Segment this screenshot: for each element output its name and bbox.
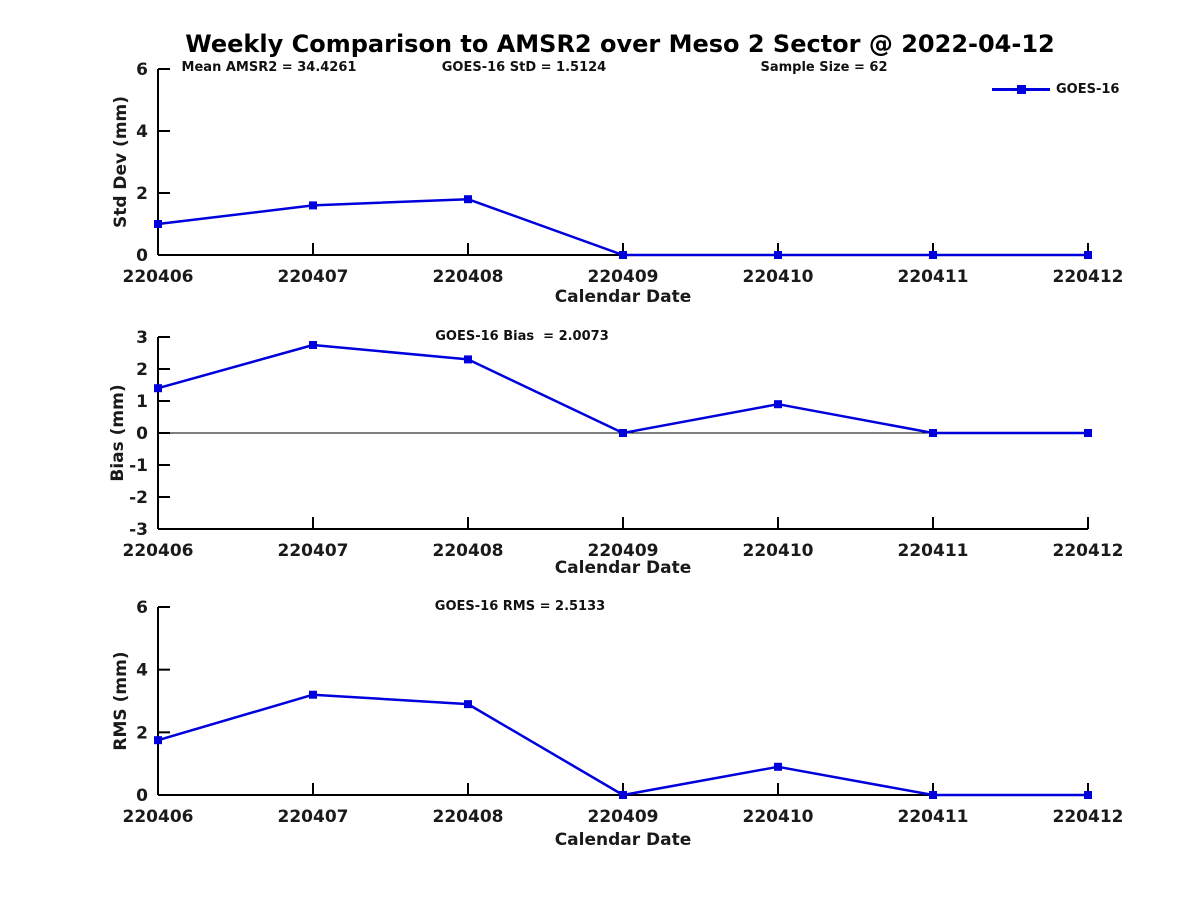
stddev-chart-plot: 0 2 4 6 220406 220407 220408 220409 220410 220411…	[123, 60, 1124, 287]
y-tick-label: 2	[136, 360, 148, 380]
data-marker	[1084, 791, 1092, 799]
data-marker	[929, 251, 937, 259]
x-tick-label: 220407	[278, 807, 349, 827]
y-tick-label: 2	[136, 723, 148, 743]
x-tick-label: 220408	[433, 267, 504, 287]
sample-size-annotation: Sample Size = 62	[760, 60, 888, 75]
data-marker	[929, 429, 937, 437]
stddev-y-axis-label: Std Dev (mm)	[111, 95, 131, 229]
data-marker	[774, 762, 782, 771]
x-tick-label: 220409	[588, 267, 659, 287]
data-marker	[464, 195, 472, 204]
data-marker	[774, 400, 782, 409]
data-marker	[619, 429, 627, 437]
legend-square-marker-icon	[1017, 85, 1026, 94]
x-tick-label: 220411	[898, 267, 969, 287]
y-tick-label: 4	[136, 661, 148, 681]
y-tick-label: 3	[136, 328, 148, 348]
x-tick-label: 220407	[278, 267, 349, 287]
y-tick-label: 2	[136, 184, 148, 204]
x-tick-label: 220410	[743, 267, 814, 287]
y-tick-label: -3	[129, 520, 148, 540]
data-marker	[154, 220, 162, 228]
x-tick-label: 220410	[743, 541, 814, 561]
legend-label: GOES-16	[1056, 82, 1120, 97]
y-tick-label: 1	[136, 392, 148, 412]
data-marker	[619, 251, 627, 259]
rms-chart-plot: 0 2 4 6 220406 220407 220408 220409 220410 220411…	[123, 598, 1124, 827]
bias-annotation: GOES-16 Bias = 2.0073	[435, 329, 609, 344]
data-marker	[309, 201, 317, 210]
bias-chart-plot: -3 -2 -1 0 1 2 3 220406 220407 220408 220409 220410…	[123, 328, 1124, 561]
x-tick-label: 220408	[433, 541, 504, 561]
mean-amsr2-annotation: Mean AMSR2 = 34.4261	[181, 60, 357, 75]
data-marker	[774, 251, 782, 259]
bias-y-axis-label: Bias (mm)	[108, 384, 128, 482]
data-marker	[619, 791, 627, 799]
figure-title: Weekly Comparison to AMSR2 over Meso 2 S…	[185, 30, 1055, 58]
x-tick-label: 220411	[898, 541, 969, 561]
goes16-std-annotation: GOES-16 StD = 1.5124	[441, 60, 607, 75]
y-tick-label: 0	[136, 786, 148, 806]
data-marker	[464, 355, 472, 364]
series-line	[157, 693, 1088, 797]
data-marker	[309, 690, 317, 699]
x-tick-label: 220412	[1053, 541, 1124, 561]
data-marker	[309, 341, 317, 349]
y-tick-label: 0	[136, 246, 148, 266]
x-tick-label: 220406	[123, 267, 194, 287]
data-marker	[1084, 429, 1092, 437]
x-tick-label: 220410	[743, 807, 814, 827]
x-tick-label: 220409	[588, 541, 659, 561]
data-marker	[464, 700, 472, 709]
data-marker	[154, 384, 162, 393]
data-marker	[929, 791, 937, 799]
rms-annotation: GOES-16 RMS = 2.5133	[434, 599, 606, 614]
rms-x-axis-label: Calendar Date	[554, 830, 692, 850]
y-tick-label: 4	[136, 122, 148, 142]
stddev-x-axis-label: Calendar Date	[554, 287, 692, 307]
x-tick-label: 220409	[588, 807, 659, 827]
x-tick-label: 220408	[433, 807, 504, 827]
x-tick-label: 220407	[278, 541, 349, 561]
x-tick-label: 220406	[123, 541, 194, 561]
bias-x-axis-label: Calendar Date	[554, 558, 692, 578]
x-tick-label: 220412	[1053, 267, 1124, 287]
data-marker	[1084, 251, 1092, 259]
y-tick-label: 6	[136, 60, 148, 80]
data-marker	[154, 736, 162, 745]
series-line	[157, 343, 1088, 435]
x-tick-label: 220406	[123, 807, 194, 827]
y-tick-label: 0	[136, 424, 148, 444]
y-tick-label: -2	[129, 488, 148, 508]
y-tick-label: -1	[129, 456, 148, 476]
x-tick-label: 220411	[898, 807, 969, 827]
y-tick-label: 6	[136, 598, 148, 618]
x-tick-label: 220412	[1053, 807, 1124, 827]
rms-y-axis-label: RMS (mm)	[111, 651, 131, 751]
